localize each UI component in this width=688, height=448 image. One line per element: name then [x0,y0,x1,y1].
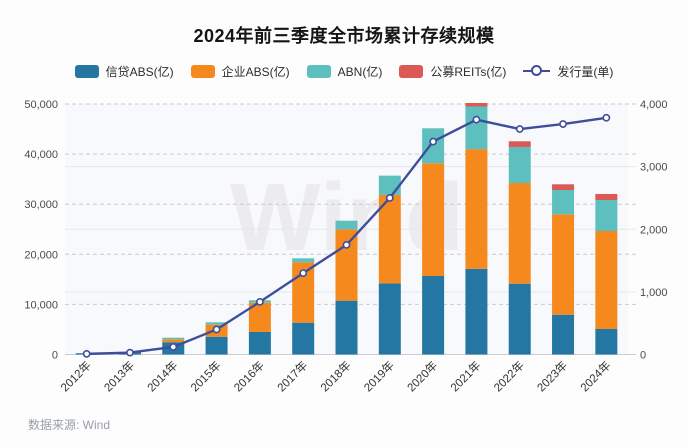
x-axis-tick-2019年: 2019年 [361,358,397,394]
bar-segment-2023年-credit-abs[interactable] [552,314,575,355]
y-axis-left-tick: 10,000 [24,299,58,311]
bar-segment-2024年-credit-abs[interactable] [595,328,618,355]
legend-swatch-credit_abs [74,64,99,78]
bar-segment-2024年-abn[interactable] [595,199,618,232]
legend-line-marker-icon [523,64,551,78]
issuance-point-2013年[interactable] [126,348,134,357]
bar-segment-2018年-credit-abs[interactable] [335,300,358,355]
bar-segment-2024年-reits[interactable] [595,193,618,200]
bar-segment-2023年-corp-abs[interactable] [552,214,575,315]
legend-swatch-corp_abs [190,64,215,78]
y-axis-left-tick: 40,000 [24,149,58,161]
bar-segment-2023年-abn[interactable] [552,190,575,215]
y-axis-left-tick: 20,000 [24,249,58,261]
bar-segment-2015年-abn[interactable] [205,322,228,325]
y-axis-right-tick: 1,000 [640,287,668,299]
bar-segment-2022年-corp-abs[interactable] [508,183,531,284]
bar-segment-2023年-reits[interactable] [552,184,575,191]
bar-segment-2020年-credit-abs[interactable] [422,275,445,355]
legend-label: 公募REITs(亿) [430,64,507,79]
bar-segment-2024年-corp-abs[interactable] [595,231,618,329]
x-axis-tick-2012年: 2012年 [58,358,94,394]
issuance-point-2019年[interactable] [385,194,394,202]
bar-segment-2017年-credit-abs[interactable] [292,322,315,355]
legend-swatch-abn [306,64,331,78]
legend-item-corp_abs[interactable]: 企业ABS(亿) [190,63,290,80]
issuance-point-2023年[interactable] [559,120,567,128]
x-axis-tick-2016年: 2016年 [231,358,267,394]
bar-segment-2021年-abn[interactable] [465,106,488,150]
issuance-point-2021年[interactable] [472,115,481,124]
legend-item-reits[interactable]: 公募REITs(亿) [399,63,506,80]
bar-segment-2022年-reits[interactable] [508,141,531,147]
bar-segment-2016年-credit-abs[interactable] [248,331,271,355]
bar-segment-2018年-abn[interactable] [335,220,358,230]
x-axis-tick-2022年: 2022年 [491,358,527,394]
x-axis-tick-2017年: 2017年 [274,358,310,394]
legend-label: ABN(亿) [337,64,383,79]
bar-segment-2021年-credit-abs[interactable] [465,268,488,355]
y-axis-left-tick: 0 [52,350,58,362]
y-axis-right-tick: 2,000 [640,224,668,236]
x-axis-tick-2015年: 2015年 [188,358,224,394]
bar-segment-2020年-corp-abs[interactable] [422,163,445,276]
issuance-point-2024年[interactable] [602,113,611,122]
legend-item-issuance[interactable]: 发行量(单) [523,63,613,80]
legend-label: 信贷ABS(亿) [105,64,174,79]
bar-segment-2014年-corp-abs[interactable] [162,339,185,343]
bar-segment-2019年-corp-abs[interactable] [378,194,401,284]
issuance-point-2017年[interactable] [299,269,308,277]
issuance-point-2015年[interactable] [212,325,221,334]
issuance-point-2012年[interactable] [82,349,91,358]
bar-segment-2018年-corp-abs[interactable] [335,229,358,301]
issuance-point-2016年[interactable] [255,297,264,306]
bar-segment-2022年-credit-abs[interactable] [508,283,531,355]
x-axis-tick-2020年: 2020年 [404,358,440,394]
x-axis-tick-2024年: 2024年 [577,358,613,394]
legend-label: 发行量(单) [557,64,614,79]
bar-segment-2017年-abn[interactable] [292,258,315,263]
issuance-point-2022年[interactable] [515,125,524,133]
legend-label: 企业ABS(亿) [221,64,290,79]
x-axis-tick-2021年: 2021年 [447,358,483,394]
bar-segment-2021年-corp-abs[interactable] [465,149,488,269]
y-axis-left-tick: 30,000 [24,199,58,211]
x-axis-tick-2023年: 2023年 [534,358,570,394]
legend: 信贷ABS(亿) 企业ABS(亿) ABN(亿) 公募REITs(亿) 发行量(单) [0,62,688,80]
x-axis-tick-2013年: 2013年 [101,358,137,394]
data-source-note: 数据来源: Wind [28,418,111,432]
bar-segment-2020年-abn[interactable] [422,128,445,164]
issuance-point-2014年[interactable] [169,343,178,351]
y-axis-right-tick: 0 [640,350,646,362]
chart-title: 2024年前三季度全市场累计存续规模 [193,26,495,46]
x-axis-tick-2018年: 2018年 [317,358,353,394]
bar-segment-2014年-abn[interactable] [162,337,185,340]
issuance-point-2018年[interactable] [342,241,351,249]
bar-segment-2019年-abn[interactable] [378,175,401,195]
legend-item-credit_abs[interactable]: 信贷ABS(亿) [74,63,174,80]
bar-segment-2019年-credit-abs[interactable] [378,283,401,355]
legend-swatch-reits [399,64,424,78]
y-axis-left-tick: 50,000 [24,99,58,111]
bar-segment-2022年-abn[interactable] [508,146,531,184]
y-axis-right-tick: 4,000 [640,99,668,111]
x-axis-tick-2014年: 2014年 [144,358,180,394]
issuance-point-2020年[interactable] [429,137,438,146]
legend-item-abn[interactable]: ABN(亿) [306,63,383,80]
bar-segment-2021年-reits[interactable] [465,102,488,107]
y-axis-right-tick: 3,000 [640,162,668,174]
bar-segment-2016年-corp-abs[interactable] [248,302,271,332]
bar-segment-2015年-credit-abs[interactable] [205,336,228,355]
